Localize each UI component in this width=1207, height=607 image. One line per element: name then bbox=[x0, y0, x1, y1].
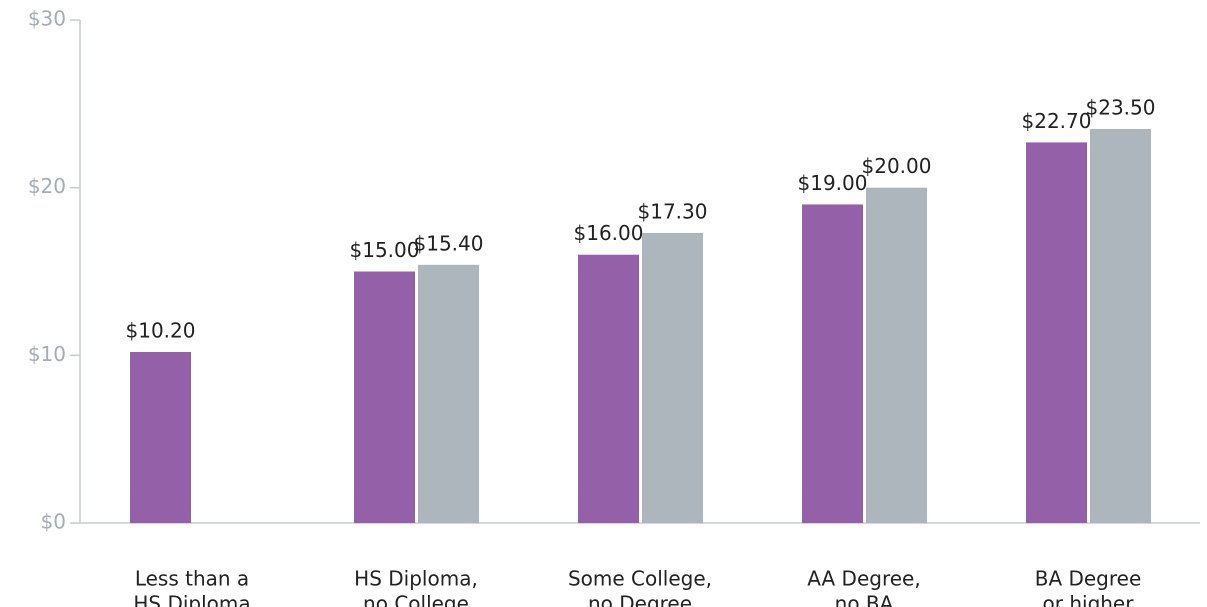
bar bbox=[1090, 128, 1151, 523]
bar bbox=[578, 254, 639, 523]
data-label: $15.00 bbox=[350, 238, 420, 262]
x-tick-label: HS Diploma bbox=[133, 592, 250, 607]
x-tick-label: Less than a bbox=[135, 567, 249, 591]
data-label: $20.00 bbox=[862, 154, 932, 178]
bar bbox=[802, 204, 863, 523]
y-tick-label: $20 bbox=[28, 174, 66, 198]
data-label: $15.40 bbox=[414, 231, 484, 255]
data-label: $19.00 bbox=[798, 171, 868, 195]
x-tick-label: HS Diploma, bbox=[354, 567, 478, 591]
data-label: $17.30 bbox=[638, 199, 708, 223]
y-tick-label: $10 bbox=[28, 342, 66, 366]
x-tick-label: BA Degree bbox=[1035, 567, 1142, 591]
bar bbox=[130, 351, 191, 523]
x-tick-label: Some College, bbox=[568, 567, 712, 591]
bar bbox=[354, 271, 415, 523]
data-label: $10.20 bbox=[126, 318, 196, 342]
data-label: $22.70 bbox=[1022, 109, 1092, 133]
bar bbox=[866, 187, 927, 523]
x-tick-label: no BA bbox=[835, 592, 894, 607]
bar bbox=[1026, 142, 1087, 523]
y-tick-label: $30 bbox=[28, 7, 66, 31]
data-label: $23.50 bbox=[1086, 95, 1156, 119]
bar bbox=[418, 264, 479, 523]
y-tick-label: $0 bbox=[41, 510, 66, 534]
x-tick-label: no Degree bbox=[588, 592, 692, 607]
x-tick-label: AA Degree, bbox=[807, 567, 920, 591]
data-label: $16.00 bbox=[574, 221, 644, 245]
x-tick-label: or higher bbox=[1043, 592, 1135, 607]
bar bbox=[642, 232, 703, 524]
x-tick-label: no College bbox=[363, 592, 469, 607]
